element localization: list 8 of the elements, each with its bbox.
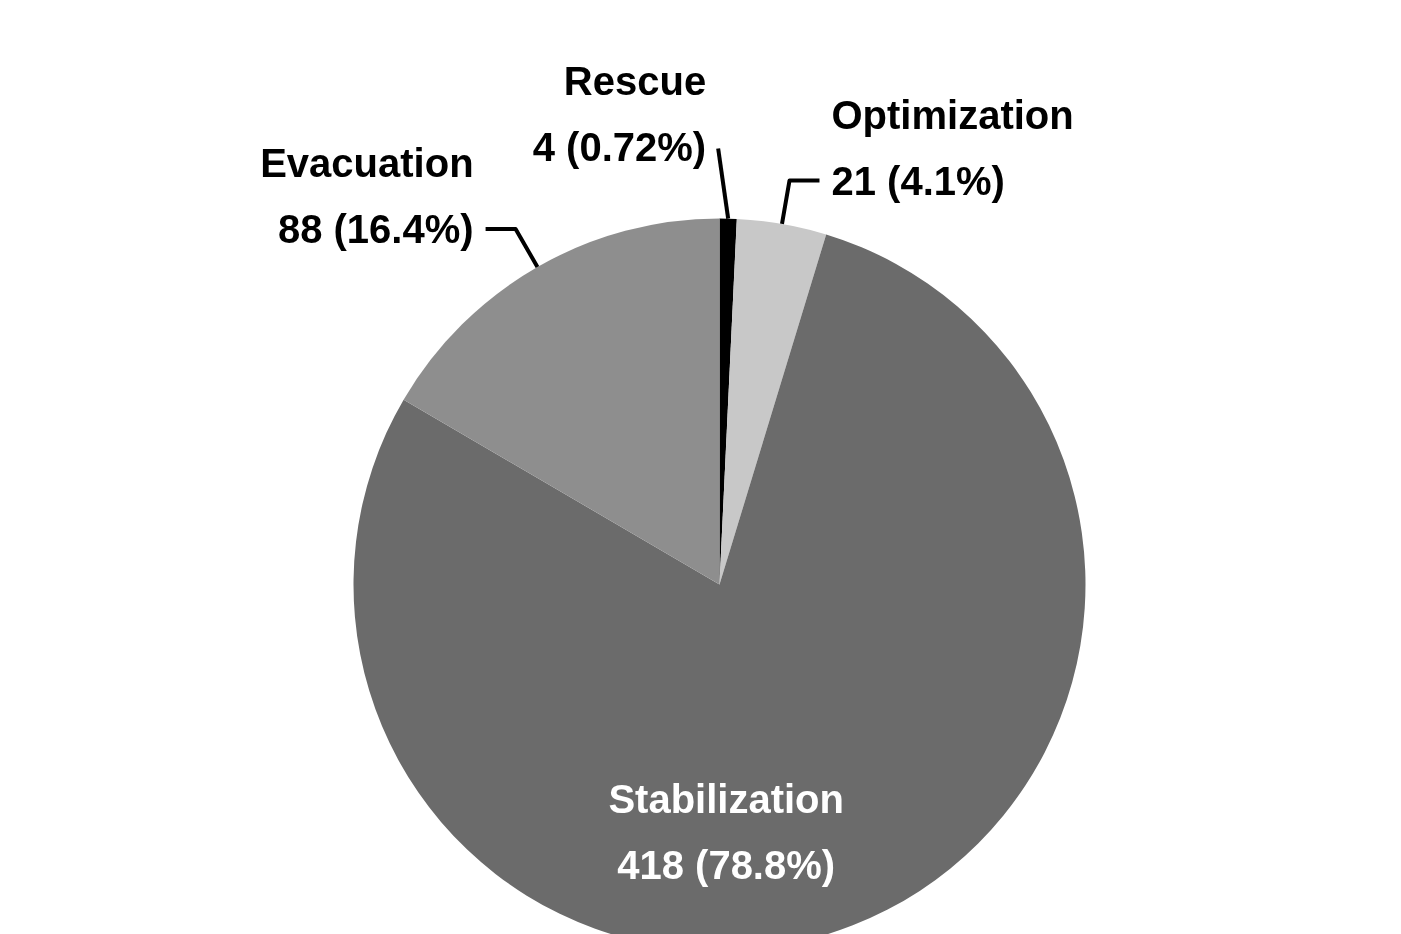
data-label: 418 (78.8%) <box>617 842 836 887</box>
data-label: 88 (16.4%) <box>277 206 474 251</box>
slice-label: Rescue <box>563 58 707 103</box>
data-label: 21 (4.1%) <box>831 158 1005 203</box>
data-label: 4 (0.72%) <box>532 124 707 169</box>
slice-label: Optimization <box>831 92 1074 137</box>
slice-label: Evacuation <box>260 140 474 185</box>
slice-label: Stabilization <box>608 776 844 821</box>
